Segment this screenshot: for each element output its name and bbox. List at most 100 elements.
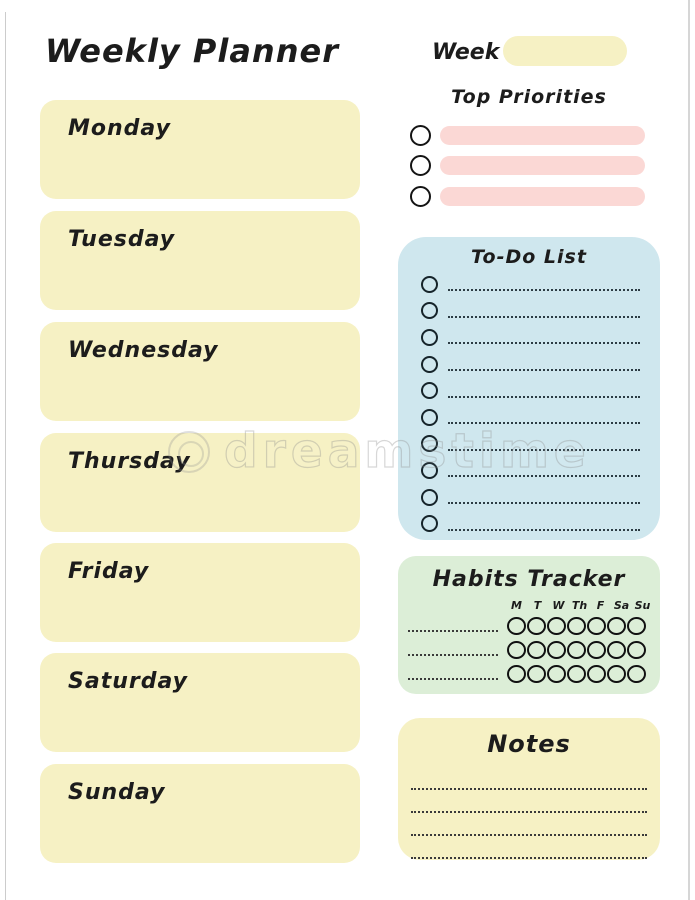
todo-checkbox-circle[interactable] <box>421 515 438 533</box>
todo-checkbox-circle[interactable] <box>421 382 438 400</box>
habit-day-label: Sa <box>613 599 630 612</box>
habit-name-line[interactable] <box>408 678 498 680</box>
habit-checkbox-circle[interactable] <box>627 641 646 659</box>
priority-row <box>398 181 660 212</box>
todo-writing-line[interactable] <box>448 342 640 345</box>
todo-checkbox-circle[interactable] <box>421 488 438 506</box>
habit-circles <box>507 617 646 635</box>
day-box-sunday[interactable]: Sunday <box>40 764 360 863</box>
priority-input-bar[interactable] <box>440 125 645 145</box>
habit-checkbox-circle[interactable] <box>607 641 626 659</box>
day-box-friday[interactable]: Friday <box>40 543 360 642</box>
left-edge-line <box>5 12 6 900</box>
day-label: Tuesday <box>68 227 176 252</box>
todo-row <box>398 271 660 298</box>
habit-checkbox-circle[interactable] <box>627 617 646 635</box>
priority-checkbox-circle[interactable] <box>410 124 431 146</box>
habit-checkbox-circle[interactable] <box>607 617 626 635</box>
todo-writing-line[interactable] <box>448 395 640 398</box>
habit-day-label: F <box>596 599 605 612</box>
todo-checkbox-circle[interactable] <box>421 275 438 293</box>
notes-writing-line[interactable] <box>411 836 647 859</box>
habit-checkbox-circle[interactable] <box>587 665 606 683</box>
priority-input-bar[interactable] <box>440 156 645 176</box>
todo-row <box>398 298 660 325</box>
priority-checkbox-circle[interactable] <box>410 155 431 177</box>
todo-row <box>398 510 660 537</box>
habit-checkbox-circle[interactable] <box>507 641 526 659</box>
habit-checkbox-circle[interactable] <box>527 665 546 683</box>
todo-checkbox-circle[interactable] <box>421 302 438 320</box>
habit-name-line[interactable] <box>408 654 498 656</box>
todo-writing-line[interactable] <box>448 502 640 505</box>
todo-row <box>398 324 660 351</box>
habit-rows <box>398 614 660 686</box>
habit-checkbox-circle[interactable] <box>587 641 606 659</box>
notes-heading: Notes <box>487 730 571 758</box>
todo-checkbox-circle[interactable] <box>421 435 438 453</box>
day-label: Wednesday <box>68 338 219 363</box>
habit-row <box>398 638 660 662</box>
habits-section: Habits Tracker M T W Th F Sa Su <box>398 556 660 694</box>
todo-rows <box>398 271 660 537</box>
habit-checkbox-circle[interactable] <box>567 665 586 683</box>
todo-writing-line[interactable] <box>448 528 640 531</box>
habit-name-line[interactable] <box>408 630 498 632</box>
notes-writing-line[interactable] <box>411 767 647 790</box>
habit-row <box>398 614 660 638</box>
todo-row <box>398 431 660 458</box>
habit-day-label: W <box>552 599 565 612</box>
habit-checkbox-circle[interactable] <box>547 665 566 683</box>
day-box-wednesday[interactable]: Wednesday <box>40 322 360 421</box>
day-box-tuesday[interactable]: Tuesday <box>40 211 360 310</box>
todo-checkbox-circle[interactable] <box>421 408 438 426</box>
notes-writing-line[interactable] <box>411 790 647 813</box>
day-box-saturday[interactable]: Saturday <box>40 653 360 752</box>
priority-row <box>398 120 660 151</box>
todo-row <box>398 351 660 378</box>
habit-row <box>398 662 660 686</box>
habit-checkbox-circle[interactable] <box>567 641 586 659</box>
habit-checkbox-circle[interactable] <box>507 617 526 635</box>
habit-checkbox-circle[interactable] <box>527 641 546 659</box>
habit-checkbox-circle[interactable] <box>507 665 526 683</box>
habit-checkbox-circle[interactable] <box>627 665 646 683</box>
day-label: Saturday <box>68 669 188 694</box>
todo-writing-line[interactable] <box>448 369 640 372</box>
todo-checkbox-circle[interactable] <box>421 355 438 373</box>
todo-writing-line[interactable] <box>448 289 640 292</box>
habit-day-label: Su <box>634 599 651 612</box>
todo-writing-line[interactable] <box>448 315 640 318</box>
notes-section: Notes <box>398 718 660 860</box>
todo-row <box>398 377 660 404</box>
todo-section: To-Do List <box>398 237 660 540</box>
habit-checkbox-circle[interactable] <box>607 665 626 683</box>
todo-writing-line[interactable] <box>448 422 640 425</box>
right-edge-line <box>688 0 690 900</box>
todo-row <box>398 484 660 511</box>
habit-checkbox-circle[interactable] <box>567 617 586 635</box>
priority-input-bar[interactable] <box>440 186 645 206</box>
notes-lines <box>398 767 660 859</box>
habit-checkbox-circle[interactable] <box>587 617 606 635</box>
notes-writing-line[interactable] <box>411 813 647 836</box>
day-label: Monday <box>68 116 171 141</box>
day-box-thursday[interactable]: Thursday <box>40 433 360 532</box>
todo-writing-line[interactable] <box>448 475 640 478</box>
priority-checkbox-circle[interactable] <box>410 185 431 207</box>
top-priorities-heading: Top Priorities <box>451 86 607 108</box>
week-input-pill[interactable] <box>503 36 627 66</box>
todo-writing-line[interactable] <box>448 448 640 451</box>
todo-checkbox-circle[interactable] <box>421 461 438 479</box>
week-label: Week <box>432 40 500 65</box>
todo-checkbox-circle[interactable] <box>421 328 438 346</box>
habit-checkbox-circle[interactable] <box>547 617 566 635</box>
habit-checkbox-circle[interactable] <box>527 617 546 635</box>
page-title: Weekly Planner <box>45 32 339 70</box>
habit-day-label: T <box>533 599 542 612</box>
day-label: Friday <box>68 559 150 584</box>
habit-checkbox-circle[interactable] <box>547 641 566 659</box>
priority-row <box>398 151 660 182</box>
habits-heading: Habits Tracker <box>432 567 626 592</box>
day-box-monday[interactable]: Monday <box>40 100 360 199</box>
